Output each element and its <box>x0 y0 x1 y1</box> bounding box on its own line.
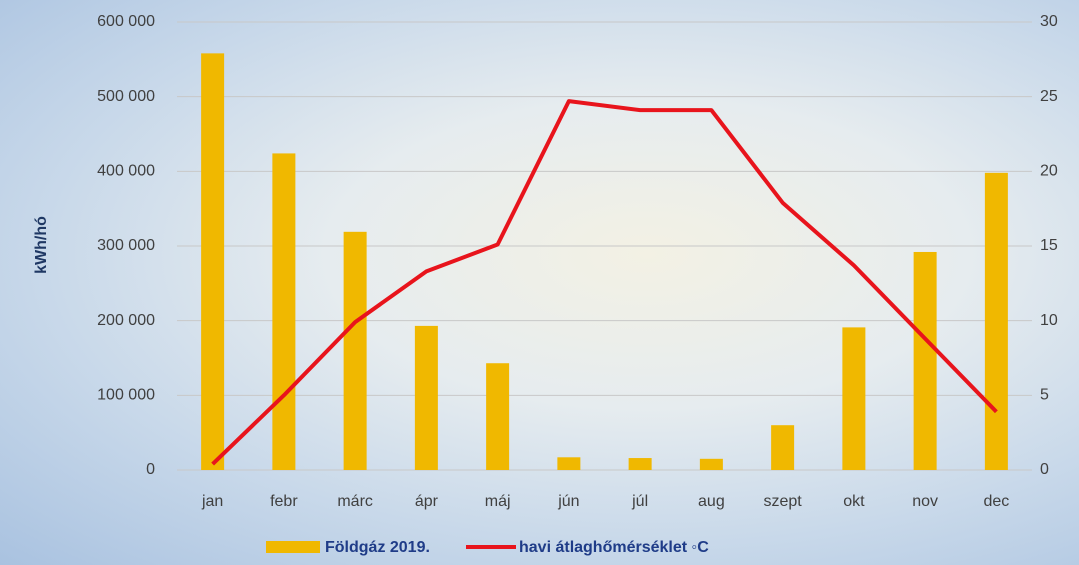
x-tick-label: aug <box>698 493 725 510</box>
x-tick-label: szept <box>764 493 803 510</box>
bar <box>272 153 295 470</box>
x-tick-label: jún <box>557 493 579 510</box>
y-tick-label: 100 000 <box>97 387 155 404</box>
bar <box>914 252 937 470</box>
bar <box>700 459 723 470</box>
y-tick-label: 0 <box>146 461 155 478</box>
bar <box>557 457 580 470</box>
x-tick-label: dec <box>983 493 1009 510</box>
x-tick-label: nov <box>912 493 938 510</box>
bar <box>344 232 367 470</box>
bar <box>415 326 438 470</box>
bar <box>629 458 652 470</box>
legend-label: havi átlaghőmérséklet ◦C <box>519 539 709 556</box>
y2-tick-label: 0 <box>1040 461 1049 478</box>
bar <box>771 425 794 470</box>
x-tick-label: jan <box>201 493 223 510</box>
x-tick-label: ápr <box>415 493 439 510</box>
y2-tick-label: 10 <box>1040 312 1058 329</box>
bar <box>201 53 224 470</box>
y-tick-label: 300 000 <box>97 237 155 254</box>
x-tick-label: márc <box>337 493 373 510</box>
y2-tick-label: 30 <box>1040 13 1058 30</box>
y2-tick-label: 25 <box>1040 88 1058 105</box>
legend-swatch <box>266 541 320 553</box>
chart: kWh/hó Földgáz 2019. havi átlaghőmérsékle… <box>0 0 1079 565</box>
x-tick-label: máj <box>485 493 511 510</box>
x-tick-label: febr <box>270 493 298 510</box>
y-tick-label: 500 000 <box>97 88 155 105</box>
y2-tick-label: 20 <box>1040 163 1058 180</box>
bar <box>842 327 865 470</box>
x-tick-label: júl <box>631 493 648 510</box>
y-axis-title: kWh/hó <box>33 216 50 274</box>
y-tick-label: 400 000 <box>97 163 155 180</box>
line <box>213 101 997 464</box>
legend: Földgáz 2019. havi átlaghőmérséklet ◦C <box>266 539 709 556</box>
bar <box>486 363 509 470</box>
y2-tick-label: 5 <box>1040 387 1049 404</box>
y2-tick-label: 15 <box>1040 237 1058 254</box>
y-tick-label: 600 000 <box>97 13 155 30</box>
page: kWh/hó Földgáz 2019. havi átlaghőmérsékle… <box>0 0 1079 565</box>
legend-label: Földgáz 2019. <box>325 539 430 556</box>
bar <box>985 173 1008 470</box>
x-tick-label: okt <box>843 493 865 510</box>
y-tick-label: 200 000 <box>97 312 155 329</box>
